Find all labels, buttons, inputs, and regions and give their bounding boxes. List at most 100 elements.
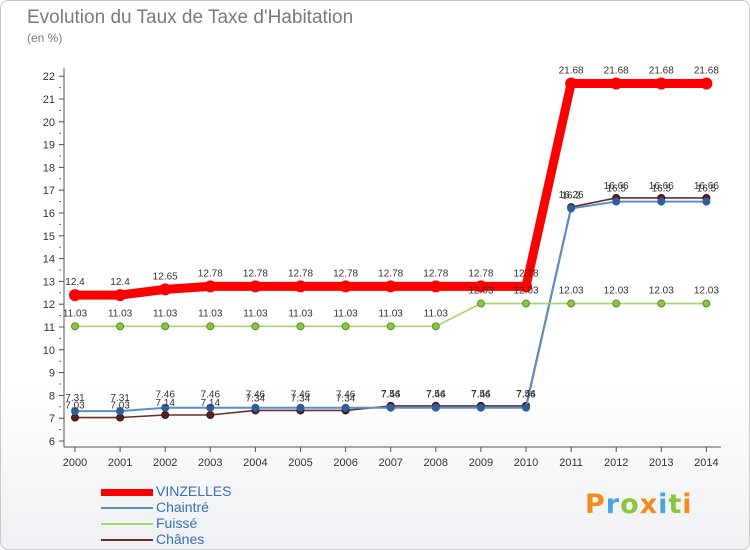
y-tick-label: 13 (43, 276, 55, 288)
data-point (612, 197, 621, 206)
data-point (249, 280, 262, 293)
data-point (384, 280, 397, 293)
data-point (657, 197, 666, 206)
y-tick-label: 12 (43, 299, 55, 311)
data-label: 7.31 (65, 393, 85, 404)
brand-letter: P (585, 489, 606, 520)
data-label: 12.03 (513, 286, 538, 297)
data-label: 21.68 (559, 65, 584, 76)
x-tick-label: 2002 (153, 457, 177, 469)
data-label: 7.46 (381, 390, 401, 401)
data-label: 12.03 (604, 286, 629, 297)
y-tick-label: 11 (44, 322, 55, 334)
data-label: 11.03 (379, 308, 404, 319)
data-label: 11.03 (153, 308, 178, 319)
data-label: 12.03 (649, 286, 674, 297)
data-label: 7.46 (426, 390, 446, 401)
data-point (206, 411, 215, 420)
data-label: 11.03 (108, 308, 133, 319)
brand-letter: o (620, 489, 640, 520)
data-point (71, 322, 79, 331)
data-point (339, 280, 352, 293)
x-tick-label: 2007 (378, 457, 402, 469)
data-label: 21.68 (604, 65, 629, 76)
data-point (69, 289, 81, 302)
data-label: 11.03 (424, 308, 449, 319)
data-label: 7.46 (291, 390, 311, 401)
data-point (296, 403, 305, 412)
data-label: 12.78 (198, 268, 223, 279)
y-tick-label: 18 (43, 162, 55, 174)
data-label: 16.66 (694, 181, 719, 192)
data-label: 11.03 (288, 308, 313, 319)
data-label: 7.34 (291, 393, 311, 404)
data-point (429, 280, 442, 293)
x-tick-label: 2008 (424, 457, 448, 469)
data-label: 16.5 (652, 184, 672, 195)
y-tick-label: 22 (43, 71, 55, 83)
data-label: 21.68 (694, 65, 719, 76)
data-label: 12.78 (423, 268, 448, 279)
data-label: 16.66 (649, 181, 674, 192)
data-point (294, 280, 307, 293)
data-label: 12.78 (288, 268, 313, 279)
y-tick-label: 7 (49, 413, 55, 425)
data-point (159, 283, 172, 296)
data-label: 11.03 (243, 308, 268, 319)
x-tick-label: 2012 (604, 457, 628, 469)
data-label: 7.46 (201, 390, 221, 401)
x-tick-label: 2005 (288, 457, 312, 469)
data-point (567, 299, 576, 308)
x-tick-label: 2010 (514, 457, 538, 469)
data-label: 7.54 (516, 389, 536, 400)
data-label: 7.34 (336, 393, 356, 404)
legend-swatch (101, 488, 153, 496)
data-point (251, 322, 260, 331)
y-tick-label: 19 (43, 140, 55, 152)
data-label: 11.03 (333, 308, 358, 319)
data-label: 7.54 (426, 389, 446, 400)
data-label: 11.03 (198, 308, 223, 319)
x-tick-label: 2009 (469, 457, 493, 469)
data-label: 7.46 (471, 390, 491, 401)
data-point (522, 403, 530, 412)
brand-letter: x (639, 489, 659, 520)
y-tick-label: 8 (49, 390, 55, 402)
data-label: 7.54 (381, 389, 401, 400)
data-point (567, 204, 576, 213)
data-label: 12.03 (468, 286, 493, 297)
data-point (476, 403, 485, 412)
data-point (476, 299, 485, 308)
data-label: 11.03 (63, 308, 88, 319)
brand-logo: Proxiti (585, 489, 693, 520)
data-point (386, 322, 395, 331)
data-label: 7.14 (155, 398, 175, 409)
x-tick-label: 2003 (198, 457, 222, 469)
data-point (655, 77, 668, 90)
data-point (565, 77, 578, 90)
y-tick-label: 14 (43, 254, 55, 266)
x-tick-label: 2001 (108, 457, 132, 469)
data-label: 21.68 (649, 65, 674, 76)
data-point (474, 280, 487, 293)
y-tick-label: 10 (43, 345, 55, 357)
data-point (206, 322, 215, 331)
data-label: 7.46 (246, 390, 266, 401)
data-label: 12.03 (694, 286, 719, 297)
data-point (386, 403, 395, 412)
data-label: 7.46 (155, 390, 175, 401)
data-label: 7.03 (110, 401, 130, 412)
chart-title: Evolution du Taux de Taxe d'Habitation (27, 7, 354, 28)
data-point (341, 322, 350, 331)
data-label: 7.46 (516, 390, 536, 401)
data-point (341, 403, 350, 412)
data-label: 16.5 (606, 184, 626, 195)
legend-label: Chânes (156, 531, 205, 547)
y-tick-label: 20 (43, 117, 55, 129)
data-point (204, 280, 217, 293)
y-tick-label: 9 (49, 368, 55, 380)
brand-letter: t (668, 489, 683, 520)
data-label: 7.54 (471, 389, 491, 400)
